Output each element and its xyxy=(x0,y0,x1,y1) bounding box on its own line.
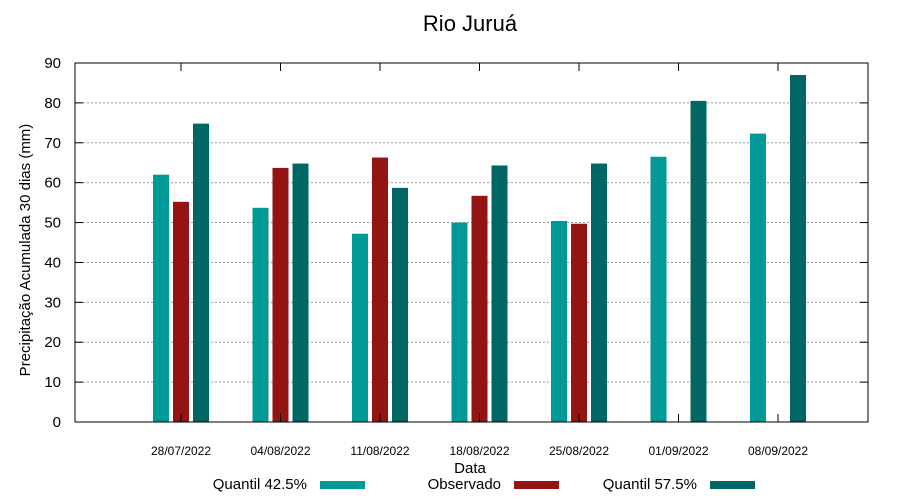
legend-swatch xyxy=(710,481,755,489)
bar-quantil-42-5-7 xyxy=(750,133,766,422)
bar-quantil-57-5-3 xyxy=(392,187,408,422)
bar-quantil-42-5-2 xyxy=(252,207,269,422)
bar-quantil-42-5-1 xyxy=(153,174,169,422)
bar-quantil-42-5-4 xyxy=(451,222,468,422)
x-tick-label: 01/09/2022 xyxy=(648,444,708,458)
x-tick-label: 11/08/2022 xyxy=(350,444,409,458)
y-tick-label: 20 xyxy=(44,334,61,351)
bar-quantil-57-5-1 xyxy=(193,123,209,423)
x-tick-label: 04/08/2022 xyxy=(250,444,310,458)
bar-quantil-42-5-6 xyxy=(650,156,667,422)
bars xyxy=(153,74,806,423)
bar-quantil-42-5-3 xyxy=(352,233,368,422)
bar-quantil-42-5-5 xyxy=(551,220,567,422)
bar-observado-4 xyxy=(471,195,488,422)
y-axis-ticks: 0 10 20 30 40 50 60 70 80 90 xyxy=(44,55,868,431)
plot-frame xyxy=(74,62,869,423)
y-tick-label: 60 xyxy=(44,175,61,192)
x-tick-label: 28/07/2022 xyxy=(151,444,211,458)
bar-quantil-57-5-7 xyxy=(790,74,806,422)
x-axis-ticks: 28/07/2022 04/08/2022 11/08/2022 18/08/2022… xyxy=(151,63,808,458)
y-tick-label: 80 xyxy=(44,95,61,112)
y-tick-label: 0 xyxy=(53,414,61,431)
bar-quantil-57-5-2 xyxy=(292,163,309,422)
bar-observado-5 xyxy=(571,223,587,422)
legend-label: Observado xyxy=(428,476,501,493)
bar-observado-2 xyxy=(272,167,289,422)
y-axis-label: Precipitação Acumulada 30 dias (mm) xyxy=(17,124,34,377)
bar-quantil-57-5-5 xyxy=(591,163,607,422)
x-tick-label: 18/08/2022 xyxy=(449,444,509,458)
y-tick-label: 90 xyxy=(44,55,61,72)
bar-observado-3 xyxy=(372,157,388,422)
legend-label: Quantil 42.5% xyxy=(213,476,307,493)
x-axis-label: Data xyxy=(454,460,486,477)
y-tick-label: 70 xyxy=(44,135,61,152)
legend-swatch xyxy=(320,481,365,489)
x-tick-label: 25/08/2022 xyxy=(549,444,609,458)
bar-observado-1 xyxy=(173,201,189,422)
y-tick-label: 10 xyxy=(44,374,61,391)
y-tick-label: 30 xyxy=(44,294,61,311)
x-tick-label: 08/09/2022 xyxy=(748,444,808,458)
y-tick-label: 40 xyxy=(44,254,61,271)
y-tick-label: 50 xyxy=(44,215,61,232)
bar-quantil-57-5-6 xyxy=(690,100,707,423)
legend: Quantil 42.5% Observado Quantil 57.5% xyxy=(213,476,755,493)
chart-title: Rio Juruá xyxy=(423,11,518,36)
legend-swatch xyxy=(514,481,559,489)
legend-label: Quantil 57.5% xyxy=(603,476,697,493)
bar-quantil-57-5-4 xyxy=(491,165,508,422)
